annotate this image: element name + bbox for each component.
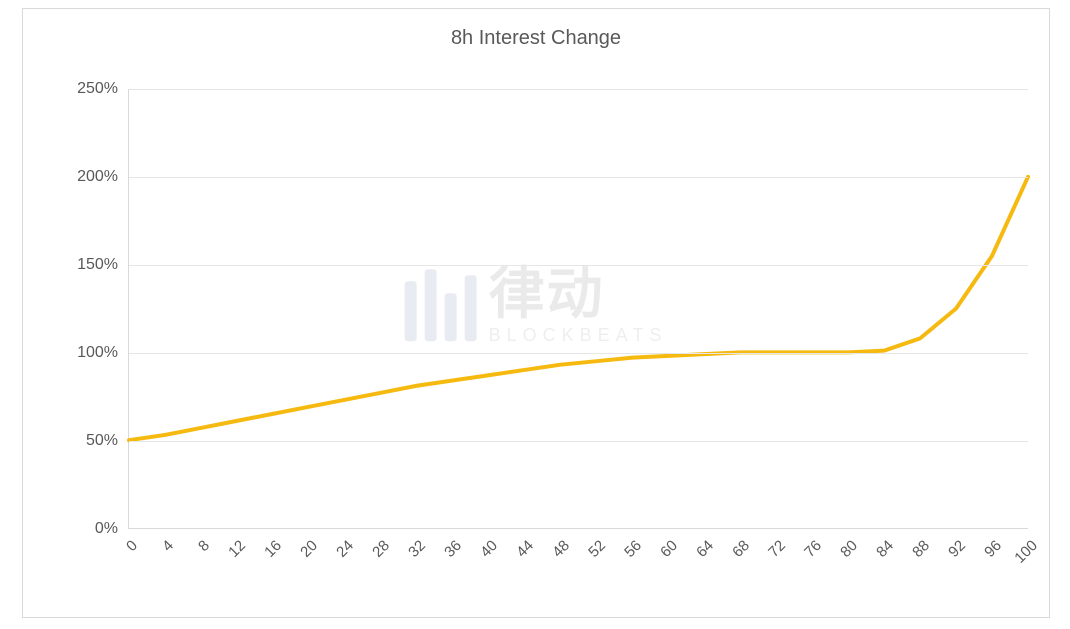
y-axis-label: 100% <box>58 344 118 362</box>
y-axis-label: 50% <box>58 432 118 450</box>
x-axis-label: 68 <box>729 537 753 561</box>
y-axis-label: 200% <box>58 168 118 186</box>
x-axis-label: 56 <box>621 537 645 561</box>
x-axis-label: 40 <box>477 537 501 561</box>
x-axis-label: 76 <box>801 537 825 561</box>
chart-container: 8h Interest Change 律动 BLOCKBEATS 0%50%10… <box>22 8 1050 618</box>
x-axis-label: 92 <box>945 537 969 561</box>
x-axis-label: 24 <box>333 537 357 561</box>
gridline <box>129 353 1028 354</box>
x-axis-label: 44 <box>513 537 537 561</box>
x-axis-label: 48 <box>549 537 573 561</box>
x-axis-label: 12 <box>225 537 249 561</box>
gridline <box>129 177 1028 178</box>
x-axis-label: 28 <box>369 537 393 561</box>
x-axis-label: 64 <box>693 537 717 561</box>
x-axis-label: 8 <box>195 537 213 555</box>
x-axis-label: 52 <box>585 537 609 561</box>
y-axis-label: 0% <box>58 520 118 538</box>
x-axis-label: 84 <box>873 537 897 561</box>
gridline <box>129 89 1028 90</box>
x-axis-label: 20 <box>297 537 321 561</box>
x-axis-label: 4 <box>159 537 177 555</box>
plot-area: 0%50%100%150%200%250%0481216202428323640… <box>128 89 1028 529</box>
gridline <box>129 265 1028 266</box>
x-axis-label: 80 <box>837 537 861 561</box>
x-axis-label: 96 <box>981 537 1005 561</box>
gridline <box>129 441 1028 442</box>
y-axis-label: 150% <box>58 256 118 274</box>
x-axis-label: 16 <box>261 537 285 561</box>
x-axis-label: 0 <box>123 537 141 555</box>
x-axis-label: 100 <box>1011 537 1041 567</box>
x-axis-label: 72 <box>765 537 789 561</box>
y-axis-label: 250% <box>58 80 118 98</box>
x-axis-label: 60 <box>657 537 681 561</box>
x-axis-label: 88 <box>909 537 933 561</box>
chart-title: 8h Interest Change <box>23 27 1049 50</box>
chart-line <box>129 89 1028 528</box>
x-axis-label: 32 <box>405 537 429 561</box>
x-axis-label: 36 <box>441 537 465 561</box>
